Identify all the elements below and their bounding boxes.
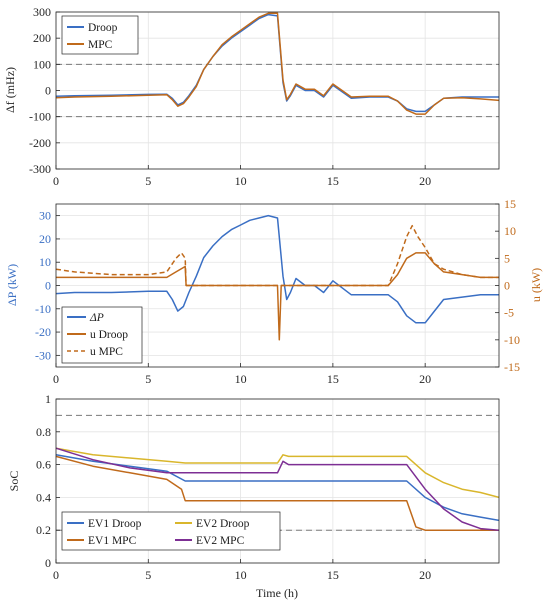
x-tick-label: 5: [145, 568, 151, 582]
panel-power: 0 5 10 15 20 30 20 10 0 -10 -20 -30 15 10 5 0 -5 -10 -15 Δ…: [5, 197, 543, 386]
legend: Droop MPC: [61, 15, 139, 55]
legend-label-ev1-droop: EV1 Droop: [88, 518, 142, 530]
x-tick-label: 20: [419, 568, 431, 582]
legend-box: [61, 15, 139, 55]
y-tick-label: 300: [33, 5, 51, 19]
y2-tick-label: 10: [504, 224, 516, 238]
y-tick-label: 0.6: [36, 458, 51, 472]
series-line-u-droop: [56, 252, 499, 341]
y-tick-label: 0: [45, 279, 51, 293]
legend-label-u-mpc: u MPC: [90, 346, 123, 358]
x-tick-label: 20: [419, 174, 431, 188]
y2-tick-label: 5: [504, 251, 510, 265]
tick-labels: 0 5 10 15 20 1 0.8 0.6 0.4 0.2 0: [36, 392, 431, 582]
legend-box: [61, 511, 281, 551]
x-tick-label: 5: [145, 174, 151, 188]
legend: EV1 Droop EV1 MPC EV2 Droop EV2 MPC: [61, 511, 281, 551]
legend-label-ev1-mpc: EV1 MPC: [88, 535, 137, 547]
x-tick-label: 10: [235, 174, 247, 188]
series-line-p: [55, 214, 499, 324]
panel-soc: 0 5 10 15 20 1 0.8 0.6 0.4 0.2 0 SoC Time (h) EV1 …: [7, 392, 500, 600]
x-tick-label: 15: [327, 372, 339, 386]
y-tick-label: -200: [29, 136, 51, 150]
y-tick-label: -20: [35, 325, 51, 339]
right-y-axis-label: u (kW): [529, 268, 543, 302]
series-line-u-mpc: [55, 224, 499, 287]
x-tick-label: 10: [235, 568, 247, 582]
y-tick-label: -10: [35, 302, 51, 316]
y-axis-label: Δf (mHz): [3, 67, 17, 113]
x-tick-label: 15: [327, 568, 339, 582]
y2-tick-label: 15: [504, 197, 516, 211]
x-tick-label: 0: [53, 372, 59, 386]
y2-tick-label: -10: [504, 333, 520, 347]
legend-label-delta-p: ΔP: [89, 312, 104, 324]
y-tick-label: -300: [29, 162, 51, 176]
y-tick-label: 0: [45, 556, 51, 570]
x-tick-label: 15: [327, 174, 339, 188]
x-tick-label: 20: [419, 372, 431, 386]
y-tick-label: 0.4: [36, 490, 51, 504]
y-tick-label: 0: [45, 84, 51, 98]
y-tick-label: 0.8: [36, 425, 51, 439]
y-tick-label: 0.2: [36, 523, 51, 537]
reference-lines: [56, 63, 499, 118]
x-tick-label: 5: [145, 372, 151, 386]
series-lines: [55, 214, 499, 341]
legend-label-ev2-mpc: EV2 MPC: [196, 535, 245, 547]
y-tick-label: 1: [45, 392, 51, 406]
legend-label-droop: Droop: [88, 22, 118, 34]
x-tick-label: 0: [53, 568, 59, 582]
series-lines: [55, 447, 500, 531]
x-tick-label: 10: [235, 372, 247, 386]
series-line-ev2-droop: [55, 447, 500, 499]
y-tick-label: 10: [39, 255, 51, 269]
y-tick-label: 100: [33, 57, 51, 71]
y-tick-label: -30: [35, 348, 51, 362]
legend-label-ev2-droop: EV2 Droop: [196, 518, 250, 530]
series-lines: [55, 12, 500, 115]
series-line-mpc: [55, 12, 500, 115]
plot-frame: [55, 398, 500, 564]
legend: ΔP u Droop u MPC: [61, 306, 143, 364]
legend-label-mpc: MPC: [88, 39, 113, 51]
y2-tick-label: -5: [504, 306, 514, 320]
x-axis-label: Time (h): [256, 586, 298, 600]
y-tick-label: 20: [39, 232, 51, 246]
y2-tick-label: -15: [504, 360, 520, 374]
series-line-ev2-mpc: [55, 447, 500, 531]
y2-tick-label: 0: [504, 279, 510, 293]
series-line-ev1-mpc: [55, 455, 499, 531]
tick-labels: 0 5 10 15 20 300 200 100 0 -100 -200 -300: [29, 5, 431, 188]
left-y-axis-label: ΔP (kW): [5, 264, 19, 306]
y-tick-label: 200: [33, 31, 51, 45]
x-tick-label: 0: [53, 174, 59, 188]
series-line-ev1-droop: [55, 454, 500, 522]
y-tick-label: 30: [39, 209, 51, 223]
tick-labels: 0 5 10 15 20 30 20 10 0 -10 -20 -30 15 10 5 0 -5 -10 -15: [35, 197, 520, 386]
y-axis-label: SoC: [7, 471, 21, 492]
y-tick-label: -100: [29, 110, 51, 124]
legend-label-u-droop: u Droop: [90, 329, 128, 341]
